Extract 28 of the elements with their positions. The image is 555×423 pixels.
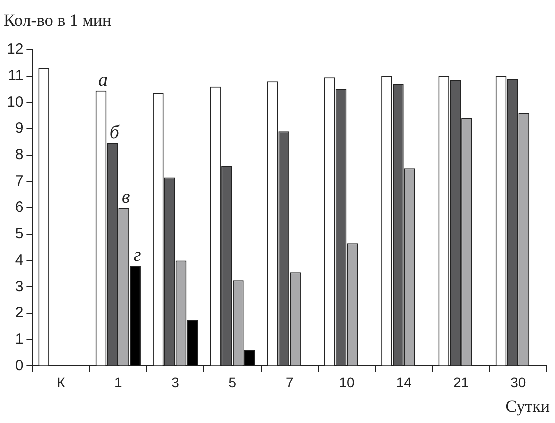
y-tick-label: 8 <box>15 146 24 164</box>
x-tick-label: 3 <box>172 374 180 390</box>
x-tick-label: 21 <box>453 374 470 390</box>
series-label: г <box>134 245 142 266</box>
series-label: а <box>98 70 108 91</box>
y-tick-label: 0 <box>15 357 24 374</box>
y-tick-label: 3 <box>15 278 24 296</box>
x-tick-label: 1 <box>114 374 123 390</box>
x-tick-label: К <box>57 374 66 390</box>
y-tick-label: 1 <box>15 330 24 348</box>
y-tick-label: 4 <box>15 252 24 269</box>
y-tick-label: 9 <box>15 120 24 138</box>
y-tick-label: 2 <box>15 304 24 322</box>
y-tick-label: 10 <box>6 94 24 111</box>
y-tick-label: 6 <box>15 199 24 216</box>
y-tick-label: 5 <box>15 226 24 243</box>
y-axis-title: Кол-во в 1 мин <box>4 11 112 30</box>
x-tick-label: 7 <box>286 374 294 390</box>
y-tick-label: 11 <box>8 67 24 84</box>
x-tick-label: 30 <box>510 374 526 390</box>
x-tick-label: 14 <box>396 374 412 390</box>
series-label: в <box>122 187 130 208</box>
series-label: б <box>110 122 121 144</box>
x-tick-label: 5 <box>228 374 237 390</box>
y-tick-label: 12 <box>6 41 24 58</box>
x-tick-label: 10 <box>339 374 355 390</box>
x-axis-title: Сутки <box>506 397 550 416</box>
y-tick-label: 7 <box>15 172 24 190</box>
